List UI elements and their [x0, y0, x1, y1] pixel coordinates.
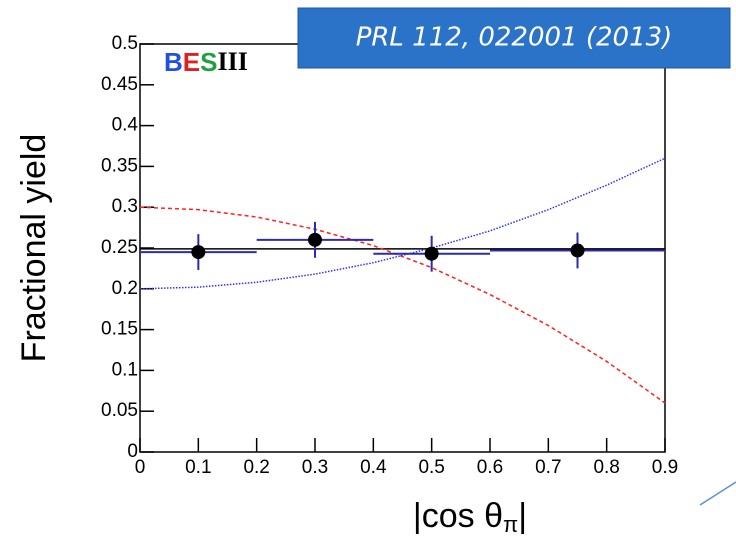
y-tick-label: 0.2	[112, 278, 138, 299]
y-tick-label: 0.25	[101, 237, 138, 258]
x-tick-label: 0.2	[243, 457, 269, 478]
y-tick-label: 0.35	[101, 155, 138, 176]
y-tick-label: 0	[127, 441, 138, 462]
x-label-main: |cos θ	[413, 497, 503, 535]
logo-iii: III	[217, 47, 247, 76]
logo: BESIII	[164, 47, 248, 77]
y-tick-label: 0.1	[112, 359, 138, 380]
x-tick-label: 0.8	[593, 457, 619, 478]
y-tick-label: 0.45	[101, 74, 138, 95]
x-tick-label: 0.5	[418, 457, 444, 478]
plot-frame	[139, 43, 666, 453]
y-tick-label: 0.4	[112, 115, 139, 136]
x-tick-label: 0.6	[477, 457, 503, 478]
data-point	[570, 243, 585, 258]
x-label-end: |	[518, 497, 527, 535]
logo-s: S	[200, 47, 217, 77]
decor-line	[699, 481, 736, 506]
logo-e: E	[183, 47, 200, 77]
data-point	[308, 232, 322, 247]
banner-text: PRL 112, 022001 (2013)	[356, 23, 673, 53]
x-axis-label: |cos θπ|	[413, 497, 527, 537]
y-tick-label: 0.15	[101, 319, 138, 340]
x-tick-label: 0	[135, 457, 146, 478]
y-tick-label: 0.05	[101, 400, 138, 421]
x-tick-label: 0.4	[360, 457, 387, 478]
y-tick-label: 0.5	[112, 33, 138, 54]
banner-box	[297, 7, 731, 69]
x-tick-label: 0.1	[185, 457, 211, 478]
fit-curve	[139, 206, 666, 404]
x-tick-label: 0.3	[302, 457, 328, 478]
x-label-sub: π	[503, 512, 518, 537]
data-point	[191, 245, 206, 260]
y-axis-label: Fractional yield	[15, 134, 53, 363]
x-tick-label: 0.9	[652, 457, 678, 478]
logo-b: B	[164, 47, 183, 77]
fit-curve	[139, 157, 666, 290]
x-tick-label: 0.7	[535, 457, 561, 478]
data-point	[424, 246, 439, 261]
y-tick-label: 0.3	[112, 196, 138, 217]
